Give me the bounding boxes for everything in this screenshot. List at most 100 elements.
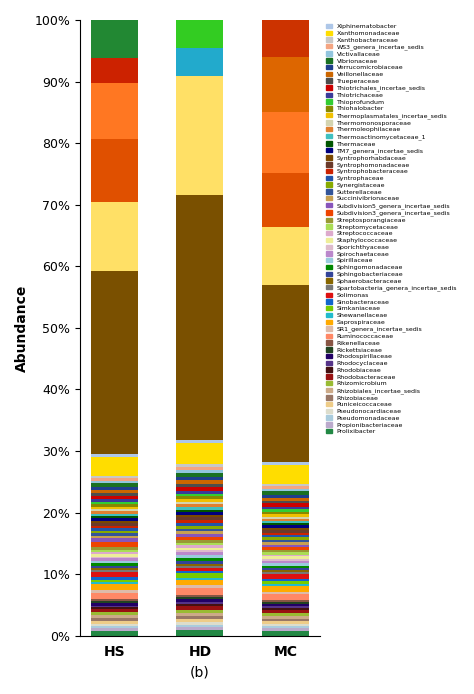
Bar	[176, 610, 223, 613]
Bar	[262, 568, 309, 570]
Bar	[176, 76, 223, 195]
Bar	[262, 618, 309, 621]
Bar	[91, 502, 138, 505]
Legend: Xiphinematobacter, Xanthomonadaceae, Xanthobacteraceae, WS3_genera_incertae_sedi: Xiphinematobacter, Xanthomonadaceae, Xan…	[325, 23, 458, 435]
Bar	[176, 600, 223, 602]
Bar	[176, 552, 223, 555]
Bar	[262, 555, 309, 557]
Bar	[176, 499, 223, 502]
Bar	[262, 542, 309, 545]
Bar	[176, 598, 223, 600]
Bar	[91, 613, 138, 615]
Bar	[262, 512, 309, 514]
Bar	[262, 563, 309, 566]
Bar	[91, 493, 138, 496]
Bar	[176, 570, 223, 573]
Bar	[176, 529, 223, 532]
Bar	[176, 477, 223, 480]
Bar	[91, 518, 138, 520]
Bar	[91, 601, 138, 603]
Bar	[176, 577, 223, 579]
Bar	[91, 591, 138, 593]
Bar	[262, 521, 309, 523]
Bar	[176, 467, 223, 470]
Bar	[176, 540, 223, 543]
Bar	[91, 528, 138, 531]
Bar	[262, 498, 309, 501]
Bar	[262, 586, 309, 592]
Bar	[262, 628, 309, 631]
Bar	[262, 173, 309, 228]
Bar	[91, 202, 138, 271]
Bar	[91, 568, 138, 570]
Bar	[176, 545, 223, 548]
Bar	[262, 604, 309, 607]
Bar	[262, 621, 309, 624]
Bar	[91, 483, 138, 486]
Bar	[176, 510, 223, 512]
Bar	[91, 526, 138, 528]
Bar	[176, 443, 223, 464]
Bar	[91, 566, 138, 568]
Bar	[262, 532, 309, 535]
Bar	[91, 511, 138, 514]
Bar	[91, 552, 138, 554]
Bar	[91, 533, 138, 536]
Bar	[91, 509, 138, 511]
Bar	[262, 624, 309, 626]
Bar	[262, 592, 309, 594]
Bar	[91, 564, 138, 566]
Bar	[176, 520, 223, 523]
Bar	[176, 613, 223, 616]
Bar	[262, 573, 309, 574]
Bar	[91, 500, 138, 502]
Bar	[262, 552, 309, 555]
Bar	[262, 607, 309, 608]
Bar	[91, 561, 138, 564]
Bar	[262, 530, 309, 532]
Bar	[176, 473, 223, 477]
Bar	[262, 594, 309, 600]
Bar	[91, 593, 138, 600]
Bar	[91, 542, 138, 547]
Bar	[91, 584, 138, 591]
Bar	[91, 139, 138, 202]
Bar	[91, 582, 138, 584]
Bar	[262, 561, 309, 563]
Y-axis label: Abundance: Abundance	[15, 284, 29, 371]
Bar	[176, 595, 223, 598]
Bar	[262, 462, 309, 466]
Bar	[262, 525, 309, 527]
Bar	[262, 631, 309, 636]
Bar	[176, 550, 223, 552]
Bar	[91, 539, 138, 542]
Bar	[176, 534, 223, 537]
Bar	[176, 491, 223, 493]
Bar	[176, 619, 223, 623]
Bar	[262, 557, 309, 559]
Bar	[91, 58, 138, 83]
Bar	[262, 228, 309, 285]
Bar	[176, 555, 223, 558]
Bar	[91, 600, 138, 601]
Bar	[91, 554, 138, 557]
Bar	[176, 604, 223, 607]
Bar	[91, 615, 138, 618]
Bar	[91, 579, 138, 582]
Bar	[262, 570, 309, 573]
Bar	[176, 566, 223, 568]
Bar	[176, 493, 223, 496]
Bar	[262, 559, 309, 561]
Bar	[176, 512, 223, 515]
Bar	[262, 545, 309, 548]
X-axis label: (b): (b)	[190, 665, 210, 679]
Bar	[262, 503, 309, 507]
Bar	[262, 540, 309, 542]
Bar	[262, 517, 309, 518]
Bar	[91, 606, 138, 607]
Bar	[176, 526, 223, 529]
Bar	[262, 507, 309, 509]
Bar	[176, 585, 223, 588]
Bar	[262, 537, 309, 540]
Bar	[262, 548, 309, 550]
